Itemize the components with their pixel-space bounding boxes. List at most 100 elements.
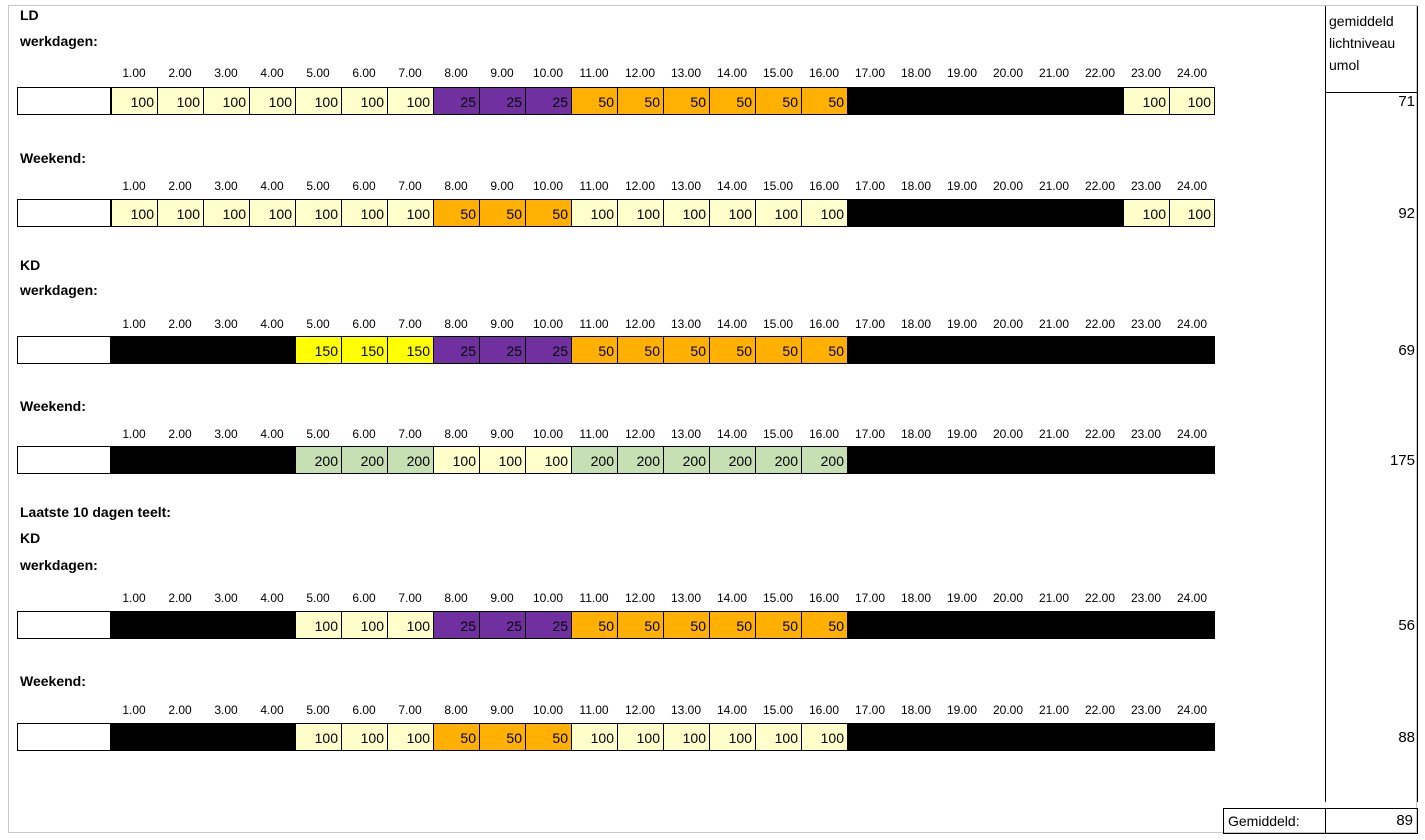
hour-cell[interactable]	[939, 446, 985, 474]
hour-cell[interactable]: 25	[433, 87, 479, 115]
hour-cell[interactable]: 100	[1169, 87, 1215, 115]
hour-cell[interactable]: 50	[755, 336, 801, 364]
hour-cell[interactable]: 25	[433, 611, 479, 639]
average-value-laatste-weekend[interactable]: 88	[1398, 729, 1415, 746]
hour-cell[interactable]	[111, 723, 157, 751]
hour-cell[interactable]: 200	[755, 446, 801, 474]
hour-cell[interactable]: 25	[479, 87, 525, 115]
hour-cell[interactable]: 100	[203, 199, 249, 227]
hour-cell[interactable]	[203, 723, 249, 751]
hour-cell[interactable]: 100	[1123, 87, 1169, 115]
hour-cell[interactable]	[893, 199, 939, 227]
hour-cell[interactable]: 100	[387, 611, 433, 639]
hour-cell[interactable]: 100	[295, 199, 341, 227]
hour-cell[interactable]: 100	[295, 723, 341, 751]
hour-cell[interactable]	[1031, 87, 1077, 115]
hour-cell[interactable]	[985, 446, 1031, 474]
hour-cell[interactable]	[893, 611, 939, 639]
hour-cell[interactable]: 50	[571, 336, 617, 364]
hour-cell[interactable]: 100	[1123, 199, 1169, 227]
hour-cell[interactable]	[1031, 446, 1077, 474]
hour-cell[interactable]	[203, 611, 249, 639]
hour-cell[interactable]	[157, 611, 203, 639]
hour-cell[interactable]	[1077, 336, 1123, 364]
hour-cell[interactable]	[111, 611, 157, 639]
hour-cell[interactable]: 50	[663, 87, 709, 115]
hour-cell[interactable]	[847, 87, 893, 115]
hour-cell[interactable]	[939, 199, 985, 227]
hour-cell[interactable]: 200	[663, 446, 709, 474]
hour-cell[interactable]	[847, 336, 893, 364]
hour-cell[interactable]: 200	[709, 446, 755, 474]
average-value-ld-weekend[interactable]: 92	[1398, 205, 1415, 222]
hour-cell[interactable]	[111, 446, 157, 474]
hour-cell[interactable]: 100	[525, 446, 571, 474]
hour-cell[interactable]	[847, 611, 893, 639]
hour-cell[interactable]: 25	[525, 336, 571, 364]
hour-cell[interactable]: 50	[433, 199, 479, 227]
hour-cell[interactable]: 100	[111, 199, 157, 227]
hour-cell[interactable]: 50	[617, 611, 663, 639]
hour-cell[interactable]	[1031, 199, 1077, 227]
hour-cell[interactable]: 100	[387, 199, 433, 227]
hour-cell[interactable]: 100	[341, 87, 387, 115]
hour-cell[interactable]: 100	[387, 723, 433, 751]
hour-cell[interactable]	[203, 446, 249, 474]
hour-cell[interactable]	[157, 723, 203, 751]
hour-cell[interactable]	[1077, 199, 1123, 227]
hour-cell[interactable]	[157, 336, 203, 364]
hour-cell[interactable]	[985, 336, 1031, 364]
hour-cell[interactable]: 100	[433, 446, 479, 474]
hour-cell[interactable]	[249, 446, 295, 474]
average-value-kd-werkdagen[interactable]: 69	[1398, 342, 1415, 359]
hour-cell[interactable]	[249, 723, 295, 751]
hour-cell[interactable]	[1169, 723, 1215, 751]
hour-cell[interactable]: 50	[755, 87, 801, 115]
hour-cell[interactable]: 50	[801, 87, 847, 115]
hour-cell[interactable]	[985, 723, 1031, 751]
hour-cell[interactable]: 25	[525, 87, 571, 115]
hour-cell[interactable]: 50	[663, 336, 709, 364]
hour-cell[interactable]: 100	[111, 87, 157, 115]
hour-cell[interactable]	[157, 446, 203, 474]
hour-cell[interactable]	[1169, 336, 1215, 364]
hour-cell[interactable]: 150	[387, 336, 433, 364]
hour-cell[interactable]: 100	[295, 87, 341, 115]
hour-cell[interactable]: 100	[203, 87, 249, 115]
hour-cell[interactable]: 100	[571, 199, 617, 227]
hour-cell[interactable]: 50	[433, 723, 479, 751]
hour-cell[interactable]: 25	[525, 611, 571, 639]
hour-cell[interactable]	[847, 199, 893, 227]
row-label-cell[interactable]	[17, 87, 111, 115]
hour-cell[interactable]	[1031, 611, 1077, 639]
hour-cell[interactable]	[1123, 446, 1169, 474]
hour-cell[interactable]: 100	[341, 723, 387, 751]
hour-cell[interactable]: 25	[479, 611, 525, 639]
hour-cell[interactable]	[893, 87, 939, 115]
hour-cell[interactable]: 100	[617, 199, 663, 227]
hour-cell[interactable]: 50	[801, 611, 847, 639]
hour-cell[interactable]	[1077, 446, 1123, 474]
row-label-cell[interactable]	[17, 199, 111, 227]
hour-cell[interactable]	[249, 336, 295, 364]
hour-cell[interactable]	[985, 611, 1031, 639]
hour-cell[interactable]: 150	[295, 336, 341, 364]
hour-cell[interactable]: 150	[341, 336, 387, 364]
hour-cell[interactable]: 50	[801, 336, 847, 364]
hour-cell[interactable]	[939, 87, 985, 115]
total-value[interactable]: 89	[1396, 812, 1413, 829]
hour-cell[interactable]: 100	[295, 611, 341, 639]
hour-cell[interactable]	[939, 611, 985, 639]
hour-cell[interactable]: 100	[709, 723, 755, 751]
hour-cell[interactable]	[1169, 446, 1215, 474]
hour-cell[interactable]	[985, 199, 1031, 227]
average-value-laatste-werkdagen[interactable]: 56	[1398, 617, 1415, 634]
hour-cell[interactable]: 100	[663, 723, 709, 751]
hour-cell[interactable]	[939, 336, 985, 364]
hour-cell[interactable]	[847, 723, 893, 751]
hour-cell[interactable]: 100	[571, 723, 617, 751]
row-label-cell[interactable]	[17, 611, 111, 639]
hour-cell[interactable]: 100	[801, 723, 847, 751]
hour-cell[interactable]: 50	[709, 336, 755, 364]
hour-cell[interactable]	[1169, 611, 1215, 639]
